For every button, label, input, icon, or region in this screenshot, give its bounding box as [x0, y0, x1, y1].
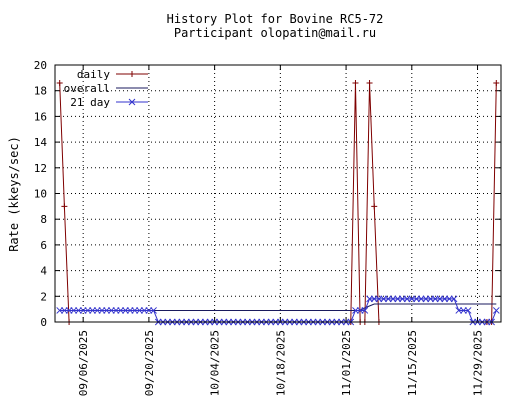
- data-point: [366, 79, 373, 86]
- data-point: [450, 295, 458, 303]
- legend-label: daily: [77, 68, 110, 81]
- tick-labels: 0 2 4 6 8 10 12 14 16 18 20 09/06/2025 09/20/2025 10/…: [34, 59, 485, 396]
- x-tick-label: 09/20/2025: [143, 330, 156, 396]
- legend-marker: [129, 71, 135, 77]
- data-point: [56, 79, 63, 86]
- series-line: [59, 303, 497, 311]
- data-point: [493, 79, 500, 86]
- data-point: [464, 307, 472, 314]
- x-tick-label: 11/15/2025: [406, 330, 419, 396]
- chart-subtitle: Participant olopatin@mail.ru: [174, 26, 376, 40]
- chart-title: History Plot for Bovine RC5-72: [167, 12, 384, 26]
- y-tick-label: 8: [40, 213, 47, 226]
- x-tick-label: 11/29/2025: [472, 330, 485, 396]
- x-tick-label: 09/06/2025: [77, 330, 90, 396]
- y-axis-label: Rate (kkeys/sec): [7, 136, 21, 252]
- legend-label: overall: [64, 82, 110, 95]
- y-tick-label: 18: [34, 85, 47, 98]
- data-point: [352, 79, 359, 86]
- y-tick-label: 0: [40, 316, 47, 329]
- y-tick-label: 20: [34, 59, 47, 72]
- legend-marker: [128, 98, 136, 106]
- y-tick-label: 6: [40, 239, 47, 252]
- data-point: [61, 203, 68, 210]
- data-point: [371, 203, 378, 210]
- y-tick-label: 16: [34, 110, 47, 123]
- y-tick-label: 12: [34, 162, 47, 175]
- series-line: [59, 82, 497, 323]
- plot-frame: [54, 64, 502, 323]
- legend-label: 21 day: [70, 96, 110, 109]
- x-tick-label: 11/01/2025: [340, 330, 353, 396]
- y-tick-label: 14: [34, 136, 48, 149]
- y-tick-label: 10: [34, 188, 47, 201]
- grid: [55, 64, 501, 323]
- x-tick-label: 10/18/2025: [274, 330, 287, 396]
- data-point: [150, 307, 157, 314]
- data-point: [492, 307, 500, 314]
- data-point: [361, 307, 369, 314]
- y-tick-label: 2: [40, 290, 47, 303]
- x-tick-label: 10/04/2025: [209, 330, 222, 396]
- series: [59, 303, 497, 311]
- y-tick-label: 4: [40, 265, 47, 278]
